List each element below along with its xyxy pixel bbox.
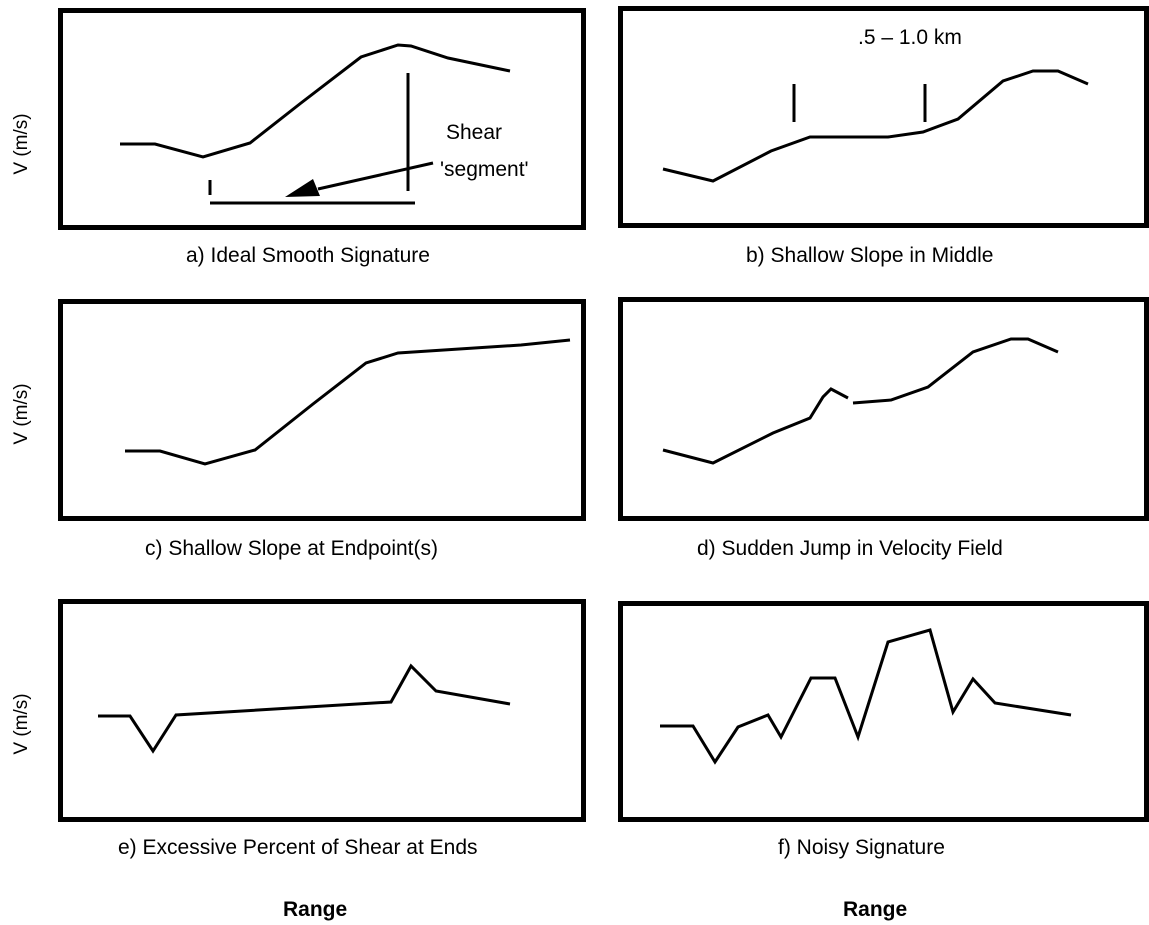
panel-b-plot — [662, 69, 1089, 183]
panel-e-velocity-curve — [98, 663, 511, 754]
x-axis-label-left: Range — [283, 898, 348, 921]
panel-c-frame — [58, 299, 586, 521]
panel-d-velocity-curve-left — [662, 387, 849, 465]
x-axis-label-right: Range — [843, 898, 908, 921]
y-axis-label-row3: V (m/s) — [11, 693, 32, 755]
panel-d-plot — [662, 337, 1059, 465]
panel-f-frame — [618, 601, 1149, 822]
panel-b-caption: b) Shallow Slope in Middle — [746, 244, 994, 267]
panel-a-plot — [120, 43, 511, 205]
panel-a-velocity-curve — [120, 43, 511, 159]
panel-b-frame — [618, 6, 1149, 228]
panel-f-caption: f) Noisy Signature — [778, 836, 945, 859]
panel-e-plot — [98, 663, 511, 754]
panel-d-velocity-curve-right — [852, 337, 1059, 405]
y-axis-label-row1: V (m/s) — [11, 113, 32, 175]
panel-d-caption: d) Sudden Jump in Velocity Field — [697, 537, 1003, 560]
panel-a-annotation-segment: 'segment' — [440, 158, 529, 181]
panel-e-caption: e) Excessive Percent of Shear at Ends — [118, 836, 478, 859]
panel-a-annotation-shear: Shear — [446, 121, 503, 144]
panel-b-velocity-curve — [662, 69, 1089, 183]
panel-a-caption: a) Ideal Smooth Signature — [186, 244, 430, 267]
panel-d-frame — [618, 297, 1149, 521]
panel-a-frame — [58, 8, 586, 230]
panel-c-velocity-curve — [125, 338, 571, 466]
panel-a-pointer-arrow — [317, 161, 434, 191]
panel-c-plot — [125, 338, 571, 466]
panel-f-velocity-curve — [660, 628, 1072, 765]
panel-b-interval-label: .5 – 1.0 km — [858, 26, 962, 49]
panel-c-caption: c) Shallow Slope at Endpoint(s) — [145, 537, 438, 560]
panel-e-frame — [58, 599, 586, 822]
panel-f-plot — [660, 628, 1072, 765]
panel-a-arrowhead — [285, 179, 320, 197]
y-axis-label-row2: V (m/s) — [11, 383, 32, 445]
